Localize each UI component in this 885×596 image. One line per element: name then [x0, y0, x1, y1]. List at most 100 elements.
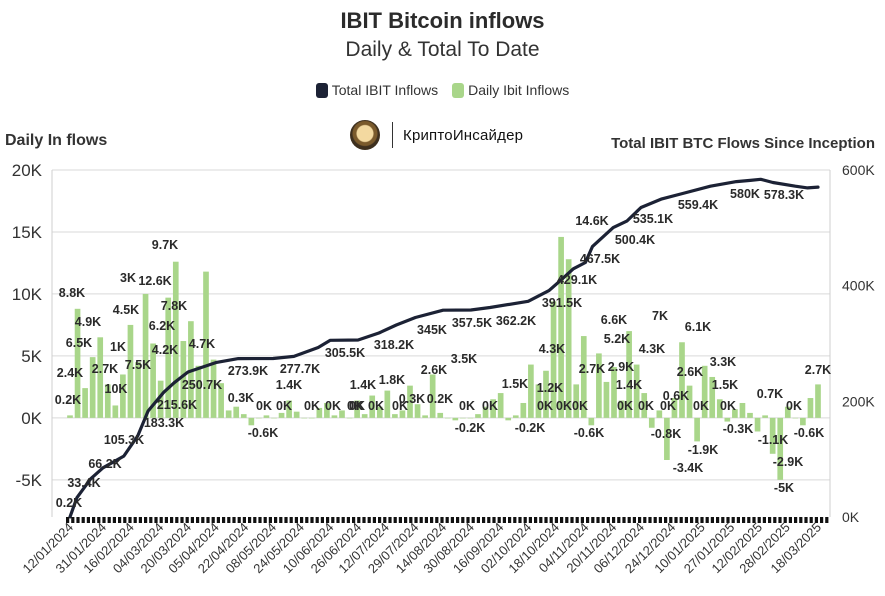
x-axis-tick	[76, 517, 80, 523]
x-axis-tick	[414, 517, 418, 523]
x-axis-tick	[170, 517, 174, 523]
daily-bar	[747, 412, 753, 418]
x-axis-tick	[294, 517, 298, 523]
daily-bar	[686, 385, 693, 418]
x-axis-tick	[518, 517, 522, 523]
daily-data-label: -0.2K	[455, 421, 486, 435]
x-axis-tick	[237, 517, 241, 523]
x-axis-tick	[565, 517, 569, 523]
x-axis-tick	[726, 517, 730, 523]
y-left-tick-label: 20K	[12, 161, 43, 180]
daily-data-label: 14.6K	[575, 214, 608, 228]
daily-data-label: -0.6K	[574, 426, 605, 440]
x-axis-tick	[612, 517, 616, 523]
x-axis-tick	[149, 517, 153, 523]
x-axis-tick	[190, 517, 194, 523]
daily-bar	[104, 384, 111, 418]
x-axis-tick	[690, 517, 694, 523]
daily-bar	[97, 337, 104, 418]
daily-data-label: -0.6K	[794, 426, 825, 440]
daily-bar	[286, 400, 292, 418]
daily-data-label: 4.7K	[189, 337, 215, 351]
daily-bar	[210, 359, 217, 418]
x-axis-tick	[643, 517, 647, 523]
x-axis-tick	[409, 517, 413, 523]
x-axis-tick	[201, 517, 205, 523]
daily-bar	[67, 415, 73, 418]
x-axis-tick	[154, 517, 158, 523]
daily-bar	[467, 417, 474, 419]
x-axis-tick	[814, 517, 818, 523]
daily-data-label: 8.8K	[59, 286, 85, 300]
x-axis-tick	[575, 517, 579, 523]
daily-bar	[573, 384, 580, 418]
daily-bar	[180, 341, 187, 418]
daily-data-label: 0.3K	[399, 392, 425, 406]
daily-data-label: 3K	[120, 271, 136, 285]
daily-bar	[815, 384, 821, 418]
daily-bar	[754, 417, 761, 432]
total-data-label: 0.2K	[56, 496, 82, 510]
daily-data-label: 9.7K	[152, 238, 178, 252]
legend-item-daily[interactable]: Daily Ibit Inflows	[452, 82, 569, 98]
x-axis-tick	[544, 517, 548, 523]
x-axis-tick	[705, 517, 709, 523]
x-axis-tick	[378, 517, 382, 523]
x-axis-tick	[773, 517, 777, 523]
daily-bar	[142, 293, 149, 418]
total-data-label: 578.3K	[764, 188, 804, 202]
daily-data-label: 0K	[349, 399, 365, 413]
daily-bar	[256, 417, 262, 419]
daily-data-label: 0K	[572, 399, 588, 413]
daily-bar	[339, 410, 345, 418]
total-data-label: 535.1K	[633, 212, 673, 226]
daily-bar	[308, 417, 315, 419]
x-axis-tick	[632, 517, 636, 523]
daily-bar	[225, 410, 232, 418]
daily-bar	[784, 406, 791, 418]
daily-data-label: -1.1K	[758, 433, 789, 447]
x-axis-tick	[471, 517, 475, 523]
x-axis-tick	[138, 517, 142, 523]
x-axis-tick	[580, 517, 584, 523]
legend-item-total[interactable]: Total IBIT Inflows	[315, 82, 438, 98]
chart-title: IBIT Bitcoin inflows	[340, 8, 545, 33]
x-axis-tick	[393, 517, 397, 523]
daily-bar	[150, 343, 156, 418]
x-axis-tick	[196, 517, 200, 523]
x-axis-tick	[783, 517, 787, 523]
x-axis-tick	[310, 517, 314, 523]
x-axis-tick	[86, 517, 90, 523]
total-data-label: 559.4K	[678, 198, 718, 212]
x-axis-tick	[180, 517, 184, 523]
x-axis-tick	[440, 517, 444, 523]
daily-bar	[429, 374, 436, 418]
daily-data-label: 3.5K	[451, 352, 477, 366]
daily-bar	[558, 236, 564, 418]
x-axis-tick	[669, 517, 673, 523]
x-axis-tick	[419, 517, 423, 523]
daily-data-label: 10K	[105, 382, 128, 396]
total-data-label: 345K	[417, 323, 447, 337]
x-axis-tick	[248, 517, 252, 523]
daily-data-label: 0.3K	[228, 391, 254, 405]
daily-bar	[656, 410, 663, 418]
x-axis-tick	[684, 517, 688, 523]
daily-data-label: 7K	[652, 309, 668, 323]
daily-bar	[603, 381, 610, 418]
x-axis-tick	[549, 517, 553, 523]
x-axis-tick	[102, 517, 106, 523]
x-axis-tick	[435, 517, 439, 523]
daily-data-label: 1.5K	[712, 378, 738, 392]
x-axis-tick	[648, 517, 652, 523]
total-data-label: 429.1K	[557, 273, 597, 287]
x-axis-tick	[492, 517, 496, 523]
y-left-tick-label: 0K	[21, 409, 42, 428]
daily-bar	[82, 388, 88, 418]
daily-bar	[490, 399, 496, 418]
daily-bar	[135, 362, 141, 418]
daily-bar	[278, 412, 285, 418]
daily-bar	[512, 415, 519, 418]
x-axis-tick	[112, 517, 116, 523]
